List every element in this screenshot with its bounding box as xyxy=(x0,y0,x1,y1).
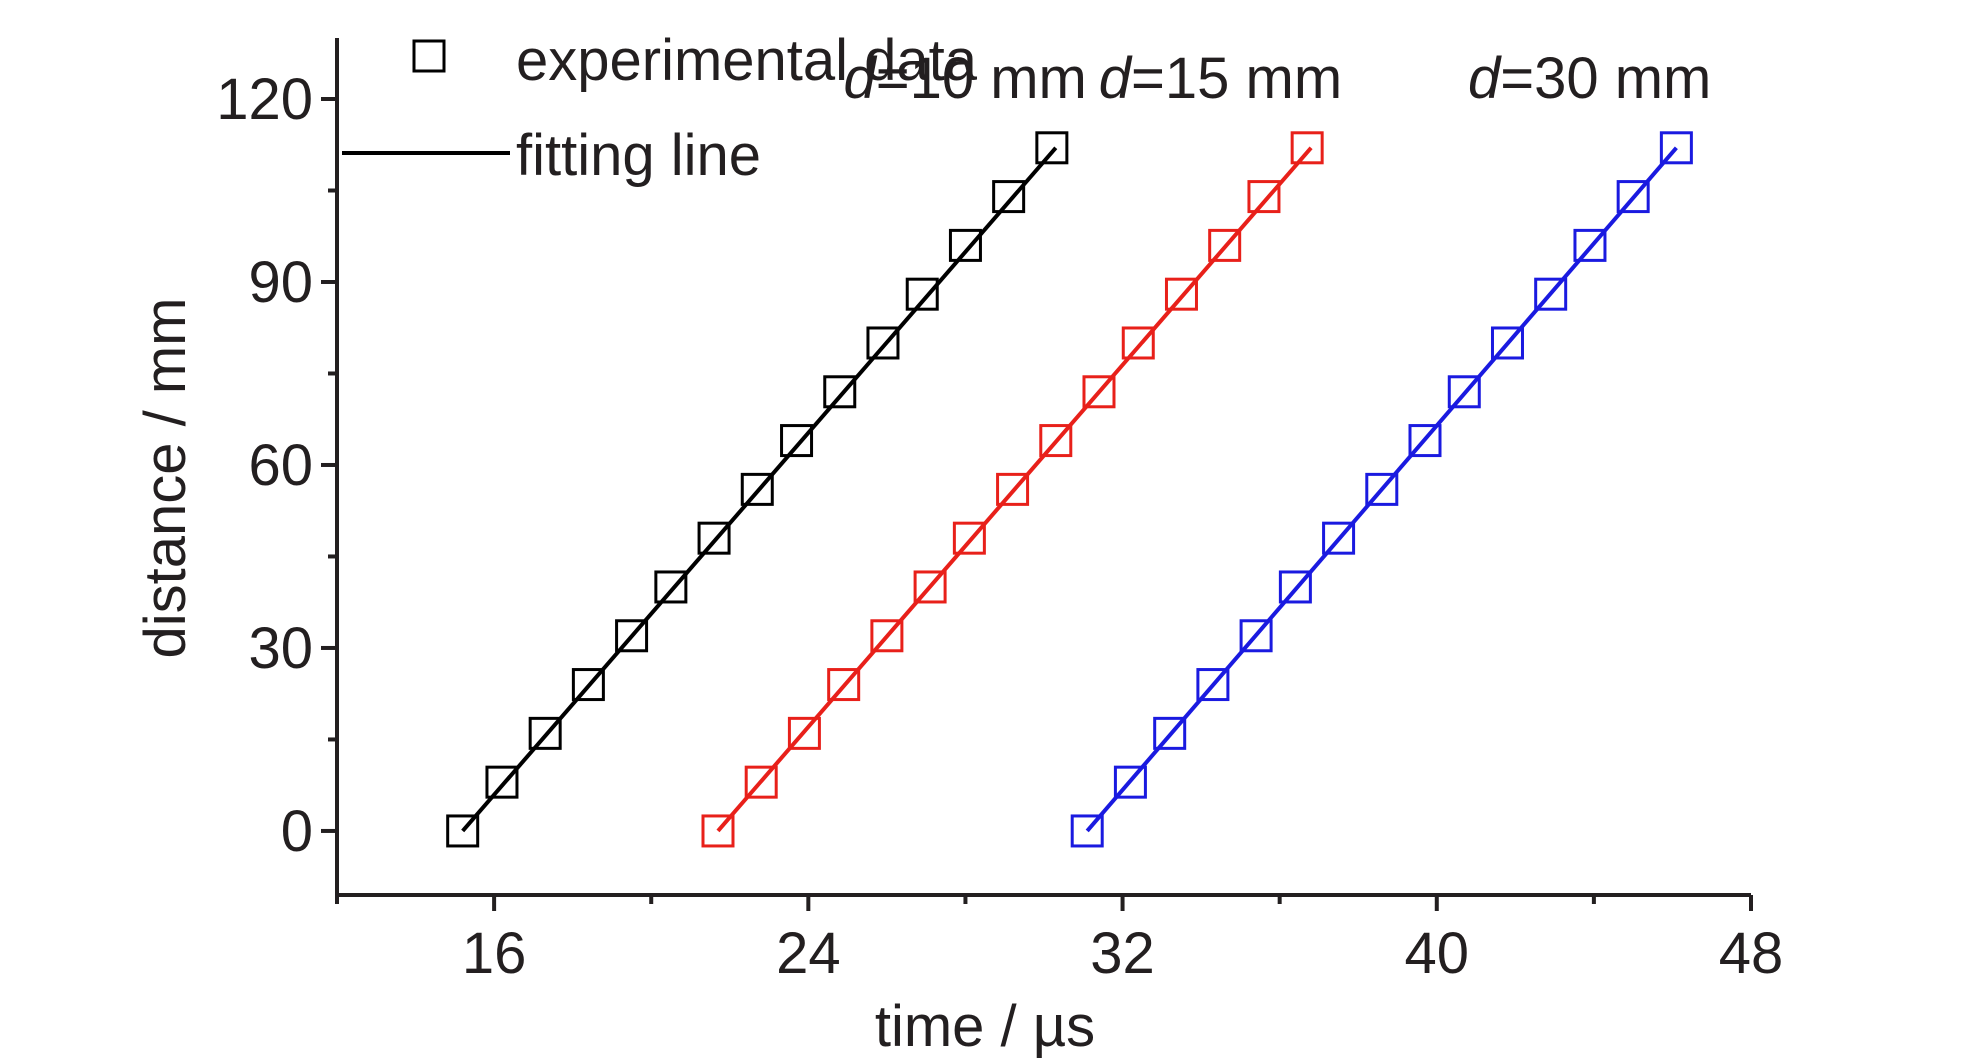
y-tick-label: 90 xyxy=(248,250,313,315)
legend: experimental data fitting line xyxy=(342,28,978,188)
y-tick-label: 120 xyxy=(216,67,313,132)
legend-marker-label: experimental data xyxy=(516,28,978,93)
data-point-series-2 xyxy=(952,521,986,555)
data-point-series-1 xyxy=(823,375,857,409)
data-point-series-3 xyxy=(1070,814,1104,848)
data-point-series-2 xyxy=(1164,277,1198,311)
data-point-series-2 xyxy=(1208,228,1242,262)
data-point-series-2 xyxy=(1039,424,1073,458)
data-point-series-1 xyxy=(780,424,814,458)
data-point-series-1 xyxy=(697,521,731,555)
series-label-2: d=15 mm xyxy=(1099,46,1342,111)
data-point-series-3 xyxy=(1153,716,1187,750)
data-point-series-1 xyxy=(866,326,900,360)
axes: 16 24 32 40 48 0 30 60 90 120 xyxy=(216,38,1783,986)
x-axis-title: time / µs xyxy=(875,994,1095,1059)
data-point-series-3 xyxy=(1408,424,1442,458)
data-point-series-1 xyxy=(654,570,688,604)
legend-marker-swatch xyxy=(412,39,446,73)
y-tick-label: 30 xyxy=(248,616,313,681)
data-point-series-2 xyxy=(827,668,861,702)
data-point-series-2 xyxy=(870,619,904,653)
x-tick-label: 40 xyxy=(1405,921,1470,986)
data-point-series-2 xyxy=(1247,180,1281,214)
data-point-series-2 xyxy=(913,570,947,604)
data-point-series-3 xyxy=(1573,228,1607,262)
data-point-series-3 xyxy=(1534,277,1568,311)
x-tick-label: 24 xyxy=(776,921,841,986)
data-point-series-1 xyxy=(740,472,774,506)
data-point-series-1 xyxy=(905,277,939,311)
data-point-series-1 xyxy=(485,765,519,799)
data-point-series-3 xyxy=(1616,180,1650,214)
data-point-series-2 xyxy=(1082,375,1116,409)
data-point-series-3 xyxy=(1196,668,1230,702)
x-tick-label: 32 xyxy=(1090,921,1155,986)
legend-line-label: fitting line xyxy=(516,123,761,188)
data-point-series-2 xyxy=(1290,131,1324,165)
data-point-series-3 xyxy=(1239,619,1273,653)
data-point-series-1 xyxy=(948,228,982,262)
data-point-series-2 xyxy=(996,472,1030,506)
y-ticks: 0 30 60 90 120 xyxy=(216,67,337,864)
y-axis-title: distance / mm xyxy=(133,298,198,659)
x-ticks: 16 24 32 40 48 xyxy=(335,895,1784,986)
data-point-series-1 xyxy=(446,814,480,848)
markers xyxy=(446,131,1693,848)
data-point-series-3 xyxy=(1113,765,1147,799)
series-labels: d=10 mm d=15 mm d=30 mm xyxy=(843,46,1711,111)
data-point-series-3 xyxy=(1365,472,1399,506)
x-tick-label: 48 xyxy=(1719,921,1784,986)
series-label-3: d=30 mm xyxy=(1468,46,1711,111)
data-point-series-3 xyxy=(1490,326,1524,360)
data-point-series-2 xyxy=(787,716,821,750)
data-point-series-2 xyxy=(701,814,735,848)
y-tick-label: 0 xyxy=(281,799,313,864)
data-point-series-2 xyxy=(744,765,778,799)
data-point-series-3 xyxy=(1322,521,1356,555)
data-point-series-1 xyxy=(615,619,649,653)
data-point-series-2 xyxy=(1121,326,1155,360)
data-point-series-3 xyxy=(1278,570,1312,604)
data-point-series-3 xyxy=(1659,131,1693,165)
data-point-series-1 xyxy=(992,180,1026,214)
data-point-series-1 xyxy=(528,716,562,750)
series-label-1: d=10 mm xyxy=(843,46,1086,111)
data-point-series-1 xyxy=(1035,131,1069,165)
x-tick-label: 16 xyxy=(462,921,527,986)
data-point-series-1 xyxy=(571,668,605,702)
y-tick-label: 60 xyxy=(248,433,313,498)
data-point-series-3 xyxy=(1447,375,1481,409)
